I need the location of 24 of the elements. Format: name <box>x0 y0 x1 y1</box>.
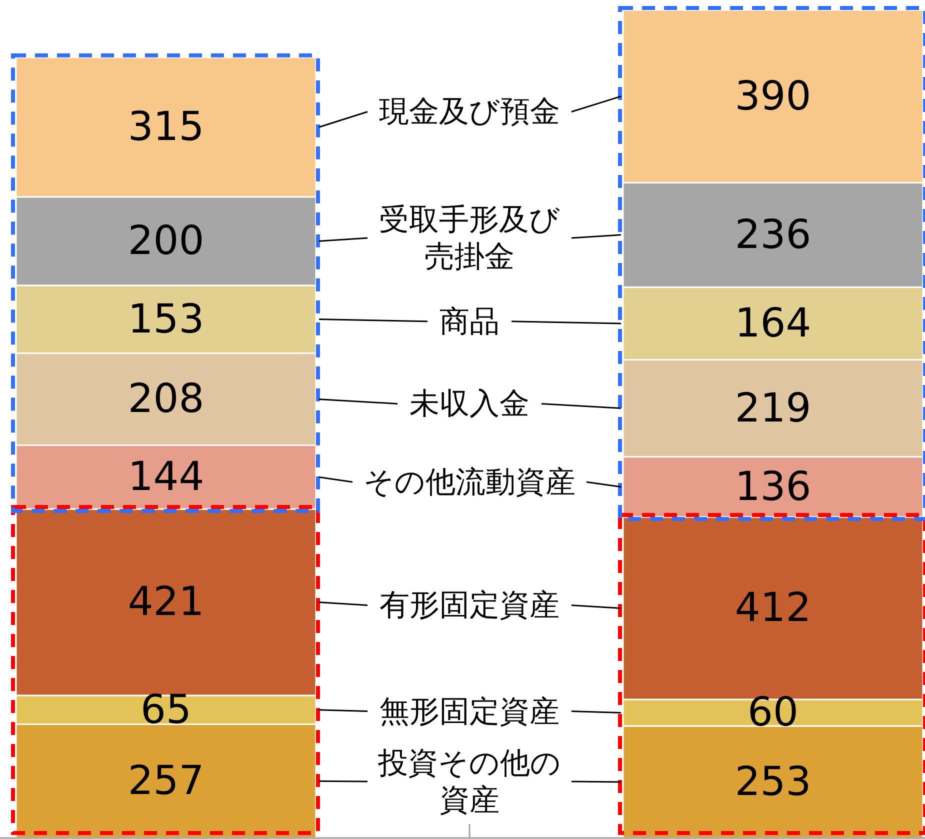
data-label: 412 <box>734 585 812 632</box>
data-label: 200 <box>128 218 204 264</box>
series-label: その他流動資産 <box>364 464 576 500</box>
data-label: 60 <box>748 690 798 736</box>
data-label: 315 <box>128 104 204 150</box>
data-label: 208 <box>128 376 204 422</box>
text: 有形固定資産 <box>380 588 560 623</box>
data-label: 257 <box>128 758 204 804</box>
data-label: 65 <box>140 686 192 733</box>
text: 受取手形及び売掛金 <box>379 202 560 274</box>
data-label: 219 <box>734 385 812 432</box>
data-label: 144 <box>128 454 204 500</box>
data-label: 153 <box>128 296 204 342</box>
data-label: 390 <box>734 73 812 120</box>
text: 未収入金 <box>410 386 530 422</box>
data-label: 253 <box>734 758 812 805</box>
data-label: 164 <box>734 300 812 346</box>
text: 投資その他の資産 <box>377 746 561 818</box>
text: 現金及び預金 <box>379 94 560 130</box>
data-label: 421 <box>128 579 204 626</box>
text: 無形固定資産 <box>380 694 560 729</box>
data-label: 136 <box>734 464 812 510</box>
text: 商品 <box>440 304 500 339</box>
data-label: 236 <box>734 212 812 258</box>
